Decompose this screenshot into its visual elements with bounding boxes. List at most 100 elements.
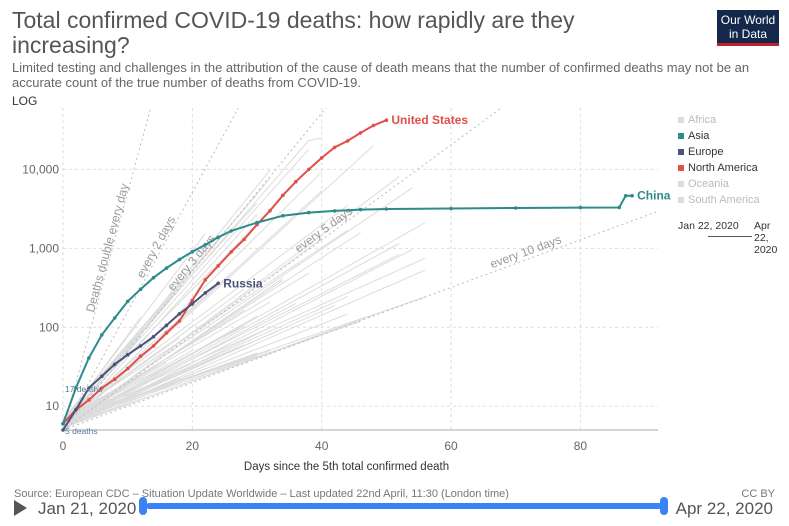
legend-timeline-start: Jan 22, 2020 [678, 220, 739, 232]
series-point [190, 298, 195, 303]
series-point [190, 249, 195, 254]
series-point [255, 220, 259, 225]
legend-timeline: Jan 22, 2020 Apr 22, 2020 [678, 220, 786, 260]
legend-item[interactable]: Oceania [678, 176, 786, 192]
series-point [164, 331, 169, 335]
series-point [100, 333, 104, 337]
series-point [125, 299, 130, 304]
series-point [125, 366, 130, 371]
series-point [138, 354, 143, 359]
background-country-line [62, 277, 284, 431]
x-tick-label: 0 [60, 439, 67, 453]
series-point [151, 344, 156, 348]
series-point [281, 193, 285, 198]
series-point [358, 131, 363, 135]
legend-label: Europe [688, 146, 724, 158]
series-point [112, 362, 117, 367]
series-point [164, 266, 169, 270]
series-point [617, 205, 621, 210]
doubling-reference-line [62, 107, 327, 431]
owid-logo[interactable]: Our World in Data [717, 10, 779, 46]
background-country-line [62, 229, 348, 420]
timeline-start-handle[interactable] [139, 497, 147, 515]
timeline-end-handle[interactable] [660, 497, 668, 515]
background-country-line [62, 355, 258, 421]
series-point [151, 275, 156, 280]
series-point [177, 257, 182, 262]
series-point [307, 167, 311, 172]
y-tick-label: 1,000 [29, 241, 59, 255]
series-point [138, 344, 143, 348]
scale-toggle[interactable]: LOG [12, 94, 38, 108]
series-point [229, 250, 233, 254]
series-point [151, 334, 156, 339]
series-point [112, 377, 117, 382]
series-point [332, 145, 337, 150]
series-point [623, 194, 628, 198]
series-label: China [637, 189, 671, 203]
series-point [190, 302, 195, 306]
legend-item[interactable]: Europe [678, 144, 786, 160]
legend-label: Africa [688, 114, 717, 126]
background-country-line [62, 223, 258, 421]
series-point [138, 287, 143, 292]
background-country-line [62, 176, 400, 431]
doubling-reference-label: Deaths double every day [83, 182, 131, 314]
series-point [61, 428, 65, 432]
annotation-label: 5 deaths [65, 426, 98, 436]
legend-label: Asia [688, 130, 710, 142]
legend-swatch [678, 117, 684, 123]
series-point [203, 291, 208, 295]
doubling-reference-label: every 10 days [488, 232, 563, 271]
series-point [281, 213, 285, 218]
series-point [630, 193, 634, 198]
legend-item[interactable]: Asia [678, 128, 786, 144]
chart-title: Total confirmed COVID-19 deaths: how rap… [12, 7, 575, 58]
legend-swatch [678, 181, 684, 187]
legend-item[interactable]: Africa [678, 112, 786, 128]
background-country-line [62, 328, 284, 426]
series-point [177, 319, 182, 323]
legend-label: North America [688, 162, 758, 174]
x-tick-label: 60 [444, 439, 458, 453]
legend-item[interactable]: South America [678, 192, 786, 208]
series-point [242, 237, 246, 242]
series-point [177, 312, 182, 316]
series-point [87, 398, 91, 402]
series-point [100, 386, 104, 390]
doubling-reference-line [62, 107, 239, 431]
license-link[interactable]: CC BY [741, 488, 775, 500]
source-note: Source: European CDC – Situation Update … [14, 488, 509, 500]
legend-label: Oceania [688, 178, 729, 190]
series-point [125, 352, 130, 357]
series-point [216, 264, 220, 268]
series-point [294, 179, 298, 184]
legend-swatch [678, 165, 684, 171]
chart-subtitle: Limited testing and challenges in the at… [12, 60, 750, 90]
y-tick-label: 10,000 [22, 162, 59, 176]
series-label: United States [391, 113, 468, 127]
legend-swatch [678, 149, 684, 155]
series-point [371, 123, 376, 128]
series-label: Russia [223, 276, 263, 290]
series-point [358, 207, 363, 212]
x-tick-label: 20 [186, 439, 200, 453]
background-country-line [62, 187, 413, 425]
x-tick-label: 80 [574, 439, 588, 453]
legend-swatch [678, 133, 684, 139]
legend-timeline-line [708, 236, 752, 237]
series-point [74, 408, 78, 412]
background-country-line [62, 352, 258, 422]
timeline-track[interactable] [146, 503, 666, 509]
series-point [384, 207, 389, 211]
legend-item[interactable]: North America [678, 160, 786, 176]
play-icon[interactable] [14, 500, 27, 516]
series-point [112, 316, 117, 320]
series-line [62, 119, 387, 425]
series-point [203, 242, 208, 247]
series-point [268, 208, 272, 213]
series-point [100, 374, 104, 379]
background-country-line [62, 249, 413, 430]
x-tick-label: 40 [315, 439, 329, 453]
